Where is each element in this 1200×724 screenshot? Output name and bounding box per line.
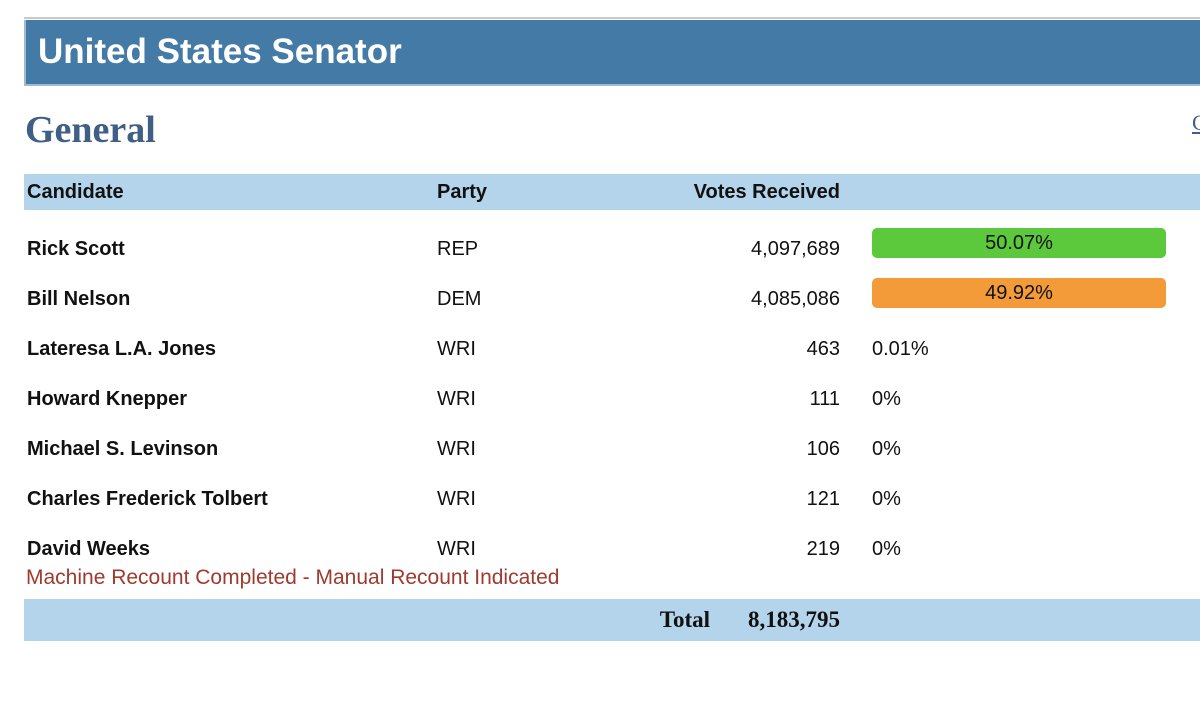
candidate-votes: 121 — [806, 488, 840, 510]
candidate-votes: 106 — [806, 438, 840, 460]
corner-link[interactable]: C — [1192, 110, 1200, 135]
vote-percent-bar: 50.07% — [872, 228, 1166, 258]
total-row: Total 8,183,795 — [24, 599, 1200, 641]
candidate-name: Rick Scott — [27, 238, 125, 260]
candidate-name: Bill Nelson — [27, 288, 131, 310]
candidate-votes: 219 — [806, 538, 840, 560]
top-divider — [24, 17, 1200, 19]
candidate-name: Michael S. Levinson — [27, 438, 219, 460]
vote-percent: 0% — [872, 388, 901, 410]
column-header-party: Party — [437, 181, 488, 203]
race-header: United States Senator — [24, 20, 1200, 86]
vote-percent: 0% — [872, 488, 901, 510]
table-row: Rick Scott REP 4,097,689 50.07% — [24, 226, 1200, 276]
candidate-votes: 111 — [809, 388, 840, 410]
candidate-name: David Weeks — [27, 538, 151, 560]
table-row: Michael S. Levinson WRI 106 0% — [24, 426, 1200, 476]
candidate-votes: 4,085,086 — [751, 288, 840, 310]
candidate-party: WRI — [437, 338, 476, 360]
vote-percent-bar: 49.92% — [872, 278, 1166, 308]
column-header-votes: Votes Received — [693, 181, 840, 203]
candidate-name: Charles Frederick Tolbert — [27, 488, 268, 510]
total-votes: 8,183,795 — [748, 607, 840, 632]
candidate-party: REP — [437, 238, 479, 260]
total-label: Total — [659, 607, 710, 632]
candidate-party: WRI — [437, 438, 476, 460]
candidate-name: Howard Knepper — [27, 388, 188, 410]
candidate-party: WRI — [437, 388, 476, 410]
candidate-party: DEM — [437, 288, 482, 310]
table-row: Charles Frederick Tolbert WRI 121 0% — [24, 476, 1200, 526]
candidate-votes: 463 — [806, 338, 840, 360]
table-row: Howard Knepper WRI 111 0% — [24, 376, 1200, 426]
column-header-candidate: Candidate — [27, 181, 124, 203]
vote-percent: 0% — [872, 538, 901, 560]
table-row: Lateresa L.A. Jones WRI 463 0.01% — [24, 326, 1200, 376]
candidate-votes: 4,097,689 — [751, 238, 840, 260]
results-table-header: Candidate Party Votes Received — [24, 174, 1200, 210]
vote-percent: 0% — [872, 438, 901, 460]
table-row: David Weeks WRI 219 0% — [24, 526, 1200, 576]
candidate-party: WRI — [437, 538, 476, 560]
race-title: United States Senator — [38, 32, 402, 71]
section-title: General — [25, 109, 156, 151]
candidate-party: WRI — [437, 488, 476, 510]
vote-percent: 0.01% — [872, 338, 929, 360]
candidate-name: Lateresa L.A. Jones — [27, 338, 216, 360]
recount-status-note: Machine Recount Completed - Manual Recou… — [26, 566, 560, 589]
table-row: Bill Nelson DEM 4,085,086 49.92% — [24, 276, 1200, 326]
